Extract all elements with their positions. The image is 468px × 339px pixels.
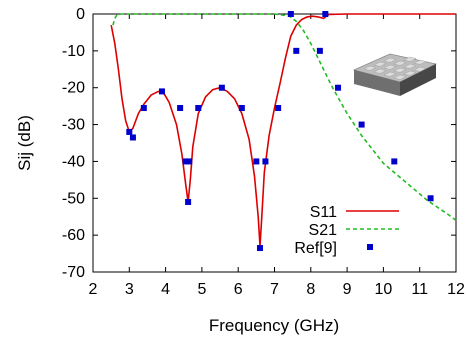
y-axis-label: Sij (dB): [15, 115, 34, 171]
y-tick-label: -60: [62, 227, 85, 244]
series-line-s21: [112, 13, 457, 222]
legend-swatch-ref9: [367, 244, 373, 250]
ref9-marker: [140, 104, 147, 111]
x-tick-label: 4: [161, 281, 170, 298]
ref9-marker: [427, 195, 434, 202]
ref9-marker: [218, 84, 225, 91]
circuit-board-icon: [352, 53, 438, 96]
ref9-marker: [253, 158, 260, 165]
ref9-marker: [293, 47, 300, 54]
x-axis-label: Frequency (GHz): [209, 316, 339, 335]
ref9-marker: [256, 245, 263, 252]
y-tick-label: -20: [62, 80, 85, 97]
ref9-marker: [185, 198, 192, 205]
ref9-marker: [391, 158, 398, 165]
ref9-marker: [316, 47, 323, 54]
y-tick-label: -70: [62, 264, 85, 281]
legend-label-ref9: Ref[9]: [294, 240, 337, 257]
x-tick-label: 11: [411, 281, 428, 298]
x-tick-label: 7: [270, 281, 279, 298]
ref9-marker: [335, 84, 342, 91]
y-tick-label: -50: [62, 190, 85, 207]
x-tick-label: 6: [234, 281, 243, 298]
series-markers: [126, 11, 434, 252]
ref9-marker: [358, 121, 365, 128]
x-tick-label: 10: [375, 281, 393, 298]
ref9-marker: [186, 158, 193, 165]
ref9-marker: [182, 158, 189, 165]
ref9-marker: [129, 134, 136, 141]
ref9-marker: [195, 104, 202, 111]
ref9-marker: [322, 11, 329, 17]
ref9-marker: [158, 88, 165, 95]
x-tick-label: 9: [343, 281, 352, 298]
legend-label-s21: S21: [309, 222, 338, 239]
ref9-marker: [177, 104, 184, 111]
y-tick-label: -10: [62, 43, 85, 60]
ref9-marker: [238, 104, 245, 111]
ref9-marker: [126, 128, 133, 135]
ref9-marker: [287, 11, 294, 17]
x-axis-ticks: 2 3 4 5 6 7 8 9 10 11 12: [89, 14, 465, 298]
x-tick-label: 5: [197, 281, 206, 298]
ref9-marker: [275, 104, 282, 111]
ref9-marker: [262, 158, 269, 165]
y-tick-label: -40: [62, 153, 85, 170]
x-tick-label: 8: [306, 281, 315, 298]
x-tick-label: 2: [89, 281, 98, 298]
series-lines: [110, 13, 457, 247]
legend-label-s11: S11: [310, 204, 337, 221]
legend: S11 S21 Ref[9]: [294, 204, 399, 257]
x-tick-label: 3: [125, 281, 134, 298]
series-line-s11: [110, 13, 456, 247]
y-tick-label: -30: [62, 117, 85, 134]
plot-frame: [92, 13, 457, 273]
y-tick-label: 0: [76, 6, 85, 23]
x-tick-label: 12: [447, 281, 465, 298]
y-axis-ticks: 0 -10 -20 -30 -40 -50 -60 -70: [62, 6, 456, 281]
